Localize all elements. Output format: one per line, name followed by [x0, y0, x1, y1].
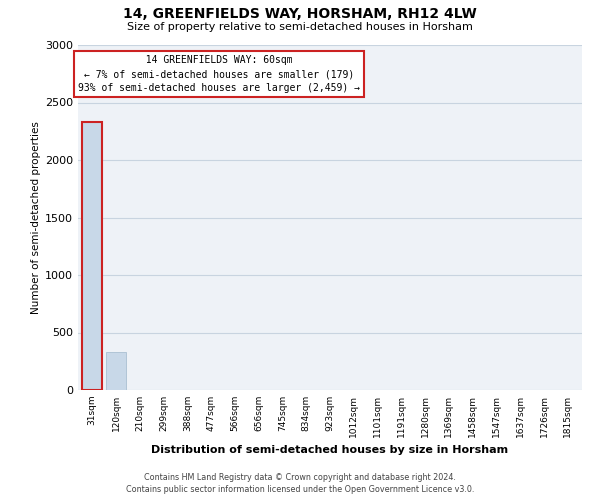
- X-axis label: Distribution of semi-detached houses by size in Horsham: Distribution of semi-detached houses by …: [151, 446, 509, 456]
- Y-axis label: Number of semi-detached properties: Number of semi-detached properties: [31, 121, 41, 314]
- Bar: [106, 352, 126, 390]
- Bar: [82, 122, 103, 390]
- Text: Size of property relative to semi-detached houses in Horsham: Size of property relative to semi-detach…: [127, 22, 473, 32]
- Text: Contains HM Land Registry data © Crown copyright and database right 2024.
Contai: Contains HM Land Registry data © Crown c…: [126, 472, 474, 494]
- Text: 14 GREENFIELDS WAY: 60sqm  
← 7% of semi-detached houses are smaller (179)
93% o: 14 GREENFIELDS WAY: 60sqm ← 7% of semi-d…: [78, 56, 360, 94]
- Text: 14, GREENFIELDS WAY, HORSHAM, RH12 4LW: 14, GREENFIELDS WAY, HORSHAM, RH12 4LW: [123, 8, 477, 22]
